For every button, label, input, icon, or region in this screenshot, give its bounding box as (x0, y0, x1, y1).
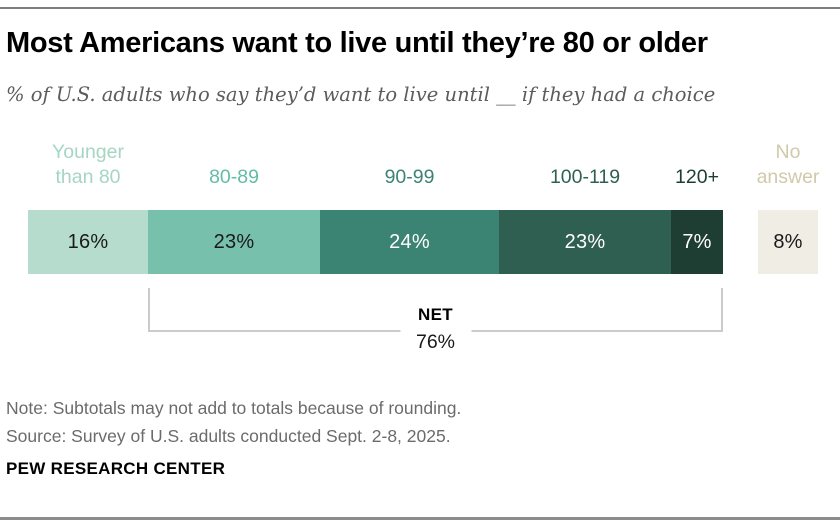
note-line: Note: Subtotals may not add to totals be… (6, 398, 462, 418)
category-label-younger-than-80: Younger than 80 (52, 141, 124, 188)
category-label-no-answer: No answer (756, 141, 820, 188)
category-label-120-plus: 120+ (675, 166, 719, 188)
net-value: 76% (415, 331, 456, 353)
stacked-bar: 16% 23% 24% 23% 7% (28, 210, 723, 274)
segment-value: 24% (389, 230, 430, 253)
bottom-divider (0, 517, 840, 520)
chart-title: Most Americans want to live until they’r… (6, 27, 708, 59)
brand-pew-research-center: PEW RESEARCH CENTER (6, 459, 226, 478)
bar-segment-100-119: 23% (499, 210, 671, 274)
bar-segment-90-99: 24% (320, 210, 499, 274)
bar-segment-120-plus: 7% (671, 210, 723, 274)
category-label-90-99: 90-99 (384, 166, 435, 188)
top-divider (0, 7, 840, 9)
chart-subtitle: % of U.S. adults who say they’d want to … (6, 83, 716, 106)
category-label-80-89: 80-89 (209, 166, 259, 188)
segment-value: 8% (773, 230, 803, 253)
net-label-group: NET 76% (399, 301, 472, 356)
category-label-100-119: 100-119 (549, 166, 621, 188)
net-bracket: NET 76% (148, 288, 723, 356)
segment-value: 16% (67, 230, 109, 253)
source-line: Source: Survey of U.S. adults conducted … (6, 425, 451, 446)
bar-segment-younger-than-80: 16% (28, 210, 148, 274)
bar-segment-80-89: 23% (148, 210, 320, 274)
bar-segment-no-answer: 8% (758, 210, 818, 274)
segment-value: 23% (564, 230, 606, 253)
segment-value: 7% (682, 230, 712, 253)
footnotes: Note: Subtotals may not add to totals be… (6, 395, 461, 450)
segment-value: 23% (213, 230, 255, 253)
net-title: NET (418, 305, 453, 324)
